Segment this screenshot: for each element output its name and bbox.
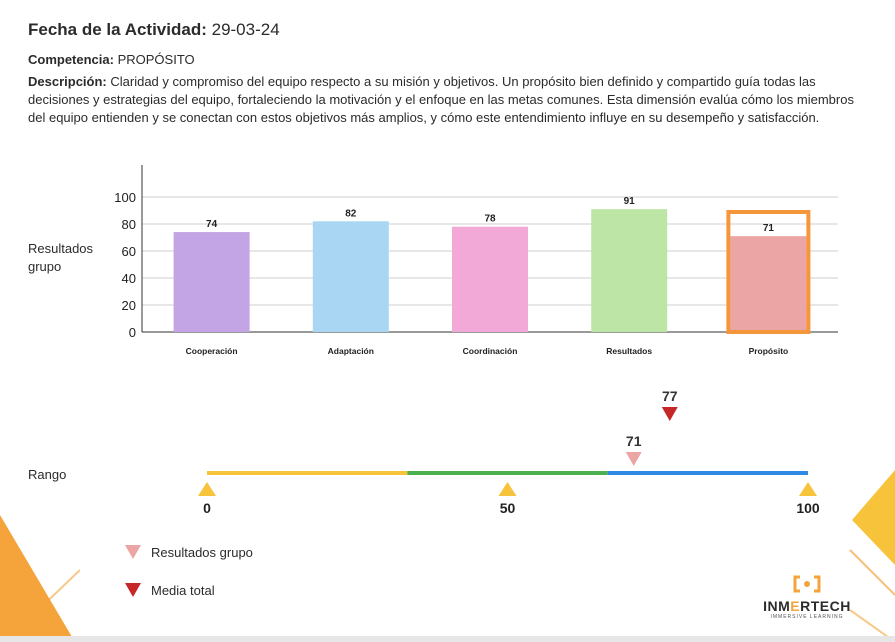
- logo-text-part: INM: [763, 598, 791, 614]
- marker-triangle: [625, 452, 642, 466]
- competencia-value: PROPÓSITO: [117, 52, 195, 67]
- legend-swatch: [125, 583, 141, 597]
- legend-swatch: [125, 545, 141, 559]
- x-tick-label: Coordinación: [463, 346, 518, 356]
- logo-tagline: IMMERSIVE LEARNING: [770, 614, 844, 620]
- tick-marker: [198, 482, 216, 496]
- bottom-bar: [0, 636, 895, 642]
- logo-text-part: RTECH: [800, 598, 851, 614]
- logo-icon: [793, 575, 821, 593]
- range-tick-label: 100: [796, 500, 820, 516]
- y-tick-label: 0: [129, 325, 136, 340]
- bar-value-label: 74: [206, 219, 218, 230]
- competencia: Competencia: PROPÓSITO: [28, 52, 195, 67]
- date-value: 29-03-24: [211, 20, 280, 39]
- x-tick-label: Adaptación: [328, 346, 374, 356]
- legend: Resultados grupo Media total: [125, 540, 253, 602]
- x-tick-label: Cooperación: [186, 346, 238, 356]
- legend-item-media: Media total: [125, 578, 253, 602]
- legend-label: Media total: [151, 582, 215, 598]
- x-tick-label: Resultados: [606, 346, 652, 356]
- logo-text-accent: E: [790, 598, 801, 614]
- date-label: Fecha de la Actividad:: [28, 20, 207, 39]
- y-tick-label: 40: [122, 271, 136, 286]
- bar: [452, 226, 528, 332]
- marker-value-label: 77: [662, 390, 678, 404]
- activity-date: Fecha de la Actividad: 29-03-24: [28, 20, 280, 40]
- descripcion-label: Descripción:: [28, 74, 107, 89]
- marker-triangle: [661, 407, 678, 421]
- y-tick-label: 60: [122, 244, 136, 259]
- tick-marker: [498, 482, 517, 496]
- bar-value-label: 91: [624, 196, 636, 207]
- bar: [591, 209, 668, 332]
- logo-text: INMERTECH: [762, 598, 852, 614]
- legend-label: Resultados grupo: [151, 544, 253, 560]
- bar-chart: 0 20 40 60 80 100 74 Cooperación 82 Adaptación 78 C…: [114, 165, 838, 356]
- descripcion: Descripción: Claridad y compromiso del e…: [28, 73, 858, 127]
- range-tick-label: 50: [500, 500, 516, 516]
- chart-side-label: Resultados grupo: [28, 241, 94, 274]
- x-tick-label: Propósito: [749, 346, 789, 356]
- marker-value-label: 71: [626, 433, 642, 449]
- bar: [312, 221, 389, 332]
- tick-marker: [799, 482, 817, 496]
- highlight-frame: [726, 210, 811, 334]
- bar-value-label: 78: [484, 214, 496, 225]
- triangle-down-icon: [125, 583, 141, 597]
- bar-value-label: 82: [345, 208, 357, 219]
- range-label: Rango: [28, 467, 67, 482]
- bar: [173, 232, 250, 332]
- triangle-down-icon: [125, 545, 141, 559]
- decorative-corner-left: [0, 515, 80, 642]
- competencia-label: Competencia:: [28, 52, 114, 67]
- range-chart: 0 50 100 71 77: [198, 390, 820, 516]
- y-tick-label: 100: [114, 190, 136, 205]
- y-tick-label: 80: [122, 217, 136, 232]
- y-tick-label: 20: [122, 298, 136, 313]
- bar: [730, 236, 807, 332]
- legend-item-resultados: Resultados grupo: [125, 540, 253, 564]
- bar-value-label: 71: [763, 223, 775, 234]
- descripcion-text: Claridad y compromiso del equipo respect…: [28, 74, 854, 125]
- company-logo: INMERTECH IMMERSIVE LEARNING: [762, 575, 852, 620]
- range-tick-label: 0: [203, 500, 211, 516]
